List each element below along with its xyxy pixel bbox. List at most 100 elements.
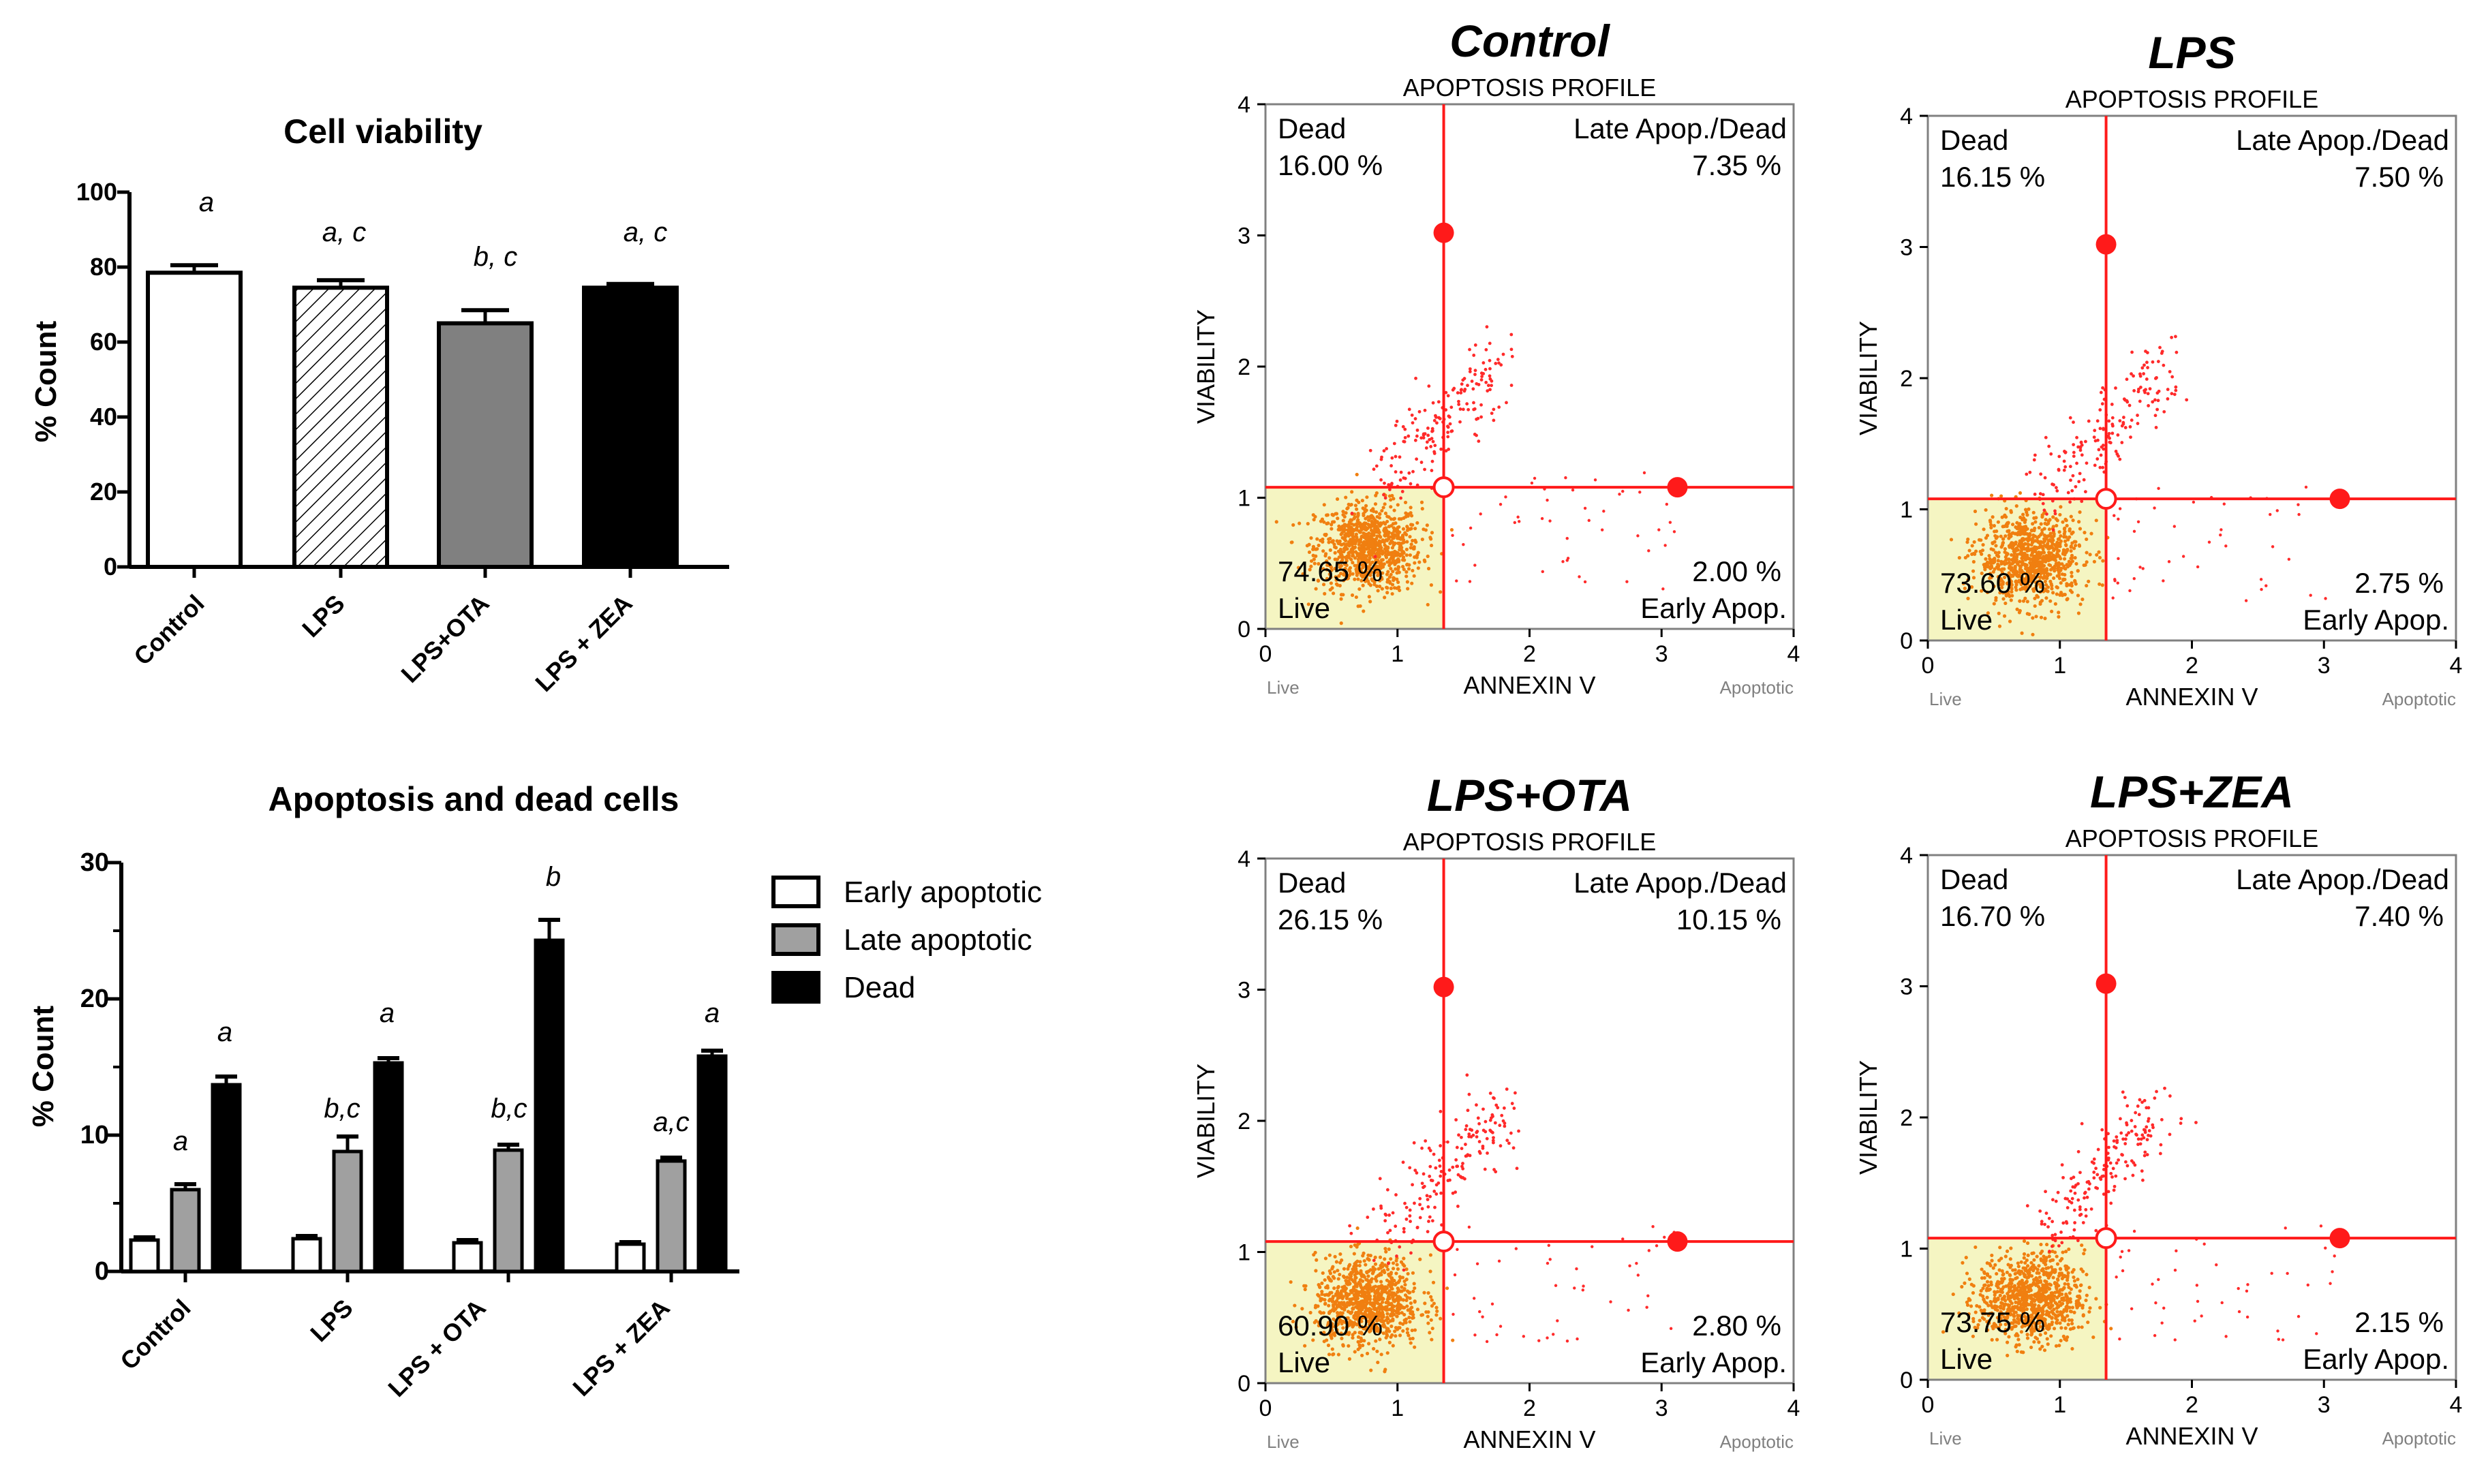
live-event-dot: [1992, 1299, 1996, 1303]
early-event-dot: [1625, 580, 1629, 583]
live-event-dot: [1364, 574, 1368, 578]
dead-event-dot: [1433, 444, 1437, 448]
y-tick-label: 4: [1238, 92, 1250, 118]
live-event-dot: [1985, 560, 1990, 564]
dead-event-dot: [1386, 1262, 1390, 1265]
early-event-dot: [1621, 489, 1625, 493]
dead-event-dot: [2047, 444, 2051, 448]
live-event-dot: [1306, 602, 1310, 606]
live-event-dot: [1335, 1289, 1340, 1293]
live-event-dot: [1307, 542, 1311, 546]
dead-event-dot: [1460, 1164, 1464, 1169]
dead-event-dot: [2179, 1122, 2183, 1125]
live-event-dot: [1982, 527, 1986, 531]
live-event-dot: [2054, 1344, 2059, 1348]
dead-event-dot: [1448, 422, 1452, 426]
live-event-dot: [1336, 1284, 1340, 1289]
live-event-dot: [1990, 1258, 1994, 1263]
dead-event-dot: [2121, 1090, 2125, 1094]
dead-event-dot: [1454, 1190, 1458, 1194]
dead-event-dot: [2135, 1133, 2138, 1137]
live-event-dot: [1400, 541, 1404, 545]
live-event-dot: [1362, 540, 1366, 544]
live-event-dot: [1360, 563, 1364, 567]
dead-event-dot: [1501, 352, 1505, 356]
live-event-dot: [2077, 520, 2081, 524]
live-event-dot: [1980, 571, 1984, 576]
dead-event-dot: [2113, 1145, 2116, 1149]
live-event-dot: [1387, 1329, 1392, 1333]
live-event-dot: [1367, 1306, 1372, 1311]
dead-event-dot: [2102, 1174, 2106, 1178]
live-event-dot: [1367, 531, 1371, 536]
live-event-dot: [1965, 540, 1969, 544]
bar-dead: [696, 1054, 728, 1273]
live-event-dot: [1429, 537, 1433, 541]
dead-event-dot: [2063, 450, 2066, 453]
live-event-dot: [2098, 1305, 2102, 1310]
early-event-dot: [2329, 1282, 2332, 1285]
dead-event-dot: [1466, 407, 1471, 412]
live-event-dot: [2009, 542, 2013, 546]
bar-late: [170, 1188, 201, 1273]
dead-event-dot: [2063, 1196, 2068, 1201]
live-event-dot: [1334, 1260, 1339, 1264]
live-event-dot: [1430, 1327, 1434, 1331]
live-event-dot: [1332, 1317, 1336, 1321]
quadrant-label-dead: Dead: [1278, 867, 1346, 899]
live-event-dot: [2076, 593, 2080, 598]
live-event-dot: [1353, 550, 1358, 554]
early-event-dot: [2269, 512, 2272, 516]
live-event-dot: [1997, 583, 2001, 587]
live-event-dot: [2015, 607, 2019, 611]
live-event-dot: [1413, 1328, 1417, 1332]
dead-event-dot: [2051, 1220, 2055, 1224]
dead-event-dot: [2050, 1244, 2054, 1248]
live-event-dot: [2037, 561, 2041, 565]
dead-event-dot: [1400, 490, 1404, 493]
live-event-dot: [1347, 1292, 1351, 1297]
live-event-dot: [1998, 1289, 2002, 1294]
live-event-dot: [1346, 1267, 1350, 1271]
dead-event-dot: [1484, 1119, 1488, 1124]
live-event-dot: [1389, 505, 1393, 509]
live-event-dot: [1390, 591, 1394, 596]
live-event-dot: [1369, 1368, 1373, 1372]
live-event-dot: [2019, 527, 2023, 531]
dead-event-dot: [2070, 1201, 2074, 1205]
early-event-dot: [1663, 544, 1667, 547]
y-tick-label: 0: [95, 1257, 109, 1286]
live-event-dot: [1369, 534, 1373, 538]
y-tick-label: 3: [1238, 223, 1250, 249]
live-event-dot: [2050, 1316, 2054, 1320]
live-event-dot: [2036, 574, 2040, 578]
live-event-dot: [1349, 518, 1353, 522]
y-tick-label: 20: [80, 985, 109, 1013]
dead-event-dot: [2146, 1119, 2150, 1123]
dead-event-dot: [1458, 420, 1462, 424]
live-event-dot: [1320, 1281, 1324, 1285]
y-tick-label: 0: [1238, 1371, 1250, 1397]
live-event-dot: [1364, 504, 1368, 508]
live-event-dot: [2019, 1260, 2023, 1264]
live-event-dot: [1372, 1346, 1376, 1351]
live-event-dot: [1367, 559, 1371, 563]
dead-event-dot: [1438, 1164, 1442, 1168]
live-event-dot: [1340, 536, 1345, 540]
live-event-dot: [1994, 598, 1998, 602]
live-event-dot: [1389, 1335, 1393, 1339]
live-event-dot: [1356, 604, 1360, 608]
live-event-dot: [1969, 585, 1974, 589]
dead-event-dot: [2123, 398, 2127, 402]
live-event-dot: [2044, 589, 2048, 593]
dead-event-dot: [2055, 489, 2059, 493]
dead-event-dot: [1447, 1168, 1452, 1172]
live-event-dot: [2071, 519, 2075, 523]
live-event-dot: [1971, 569, 1976, 573]
live-event-dot: [2037, 1264, 2041, 1268]
live-event-dot: [2001, 597, 2006, 601]
dead-event-dot: [2157, 389, 2161, 393]
live-event-dot: [1342, 1303, 1346, 1308]
live-event-dot: [2052, 532, 2056, 536]
live-event-dot: [2021, 552, 2025, 557]
